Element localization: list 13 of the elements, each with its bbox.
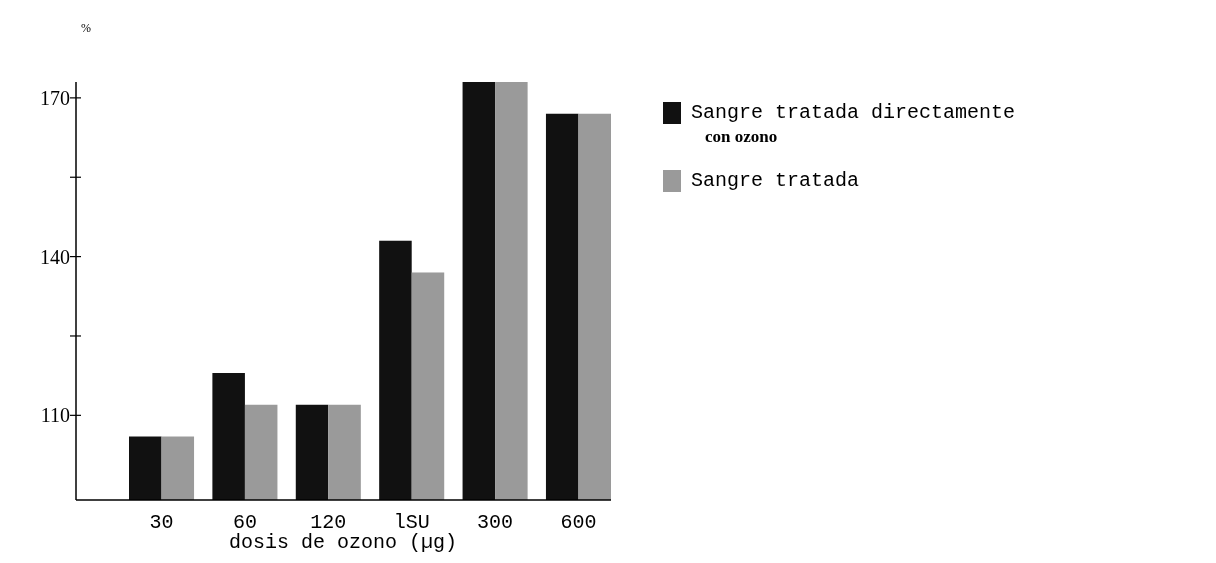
y-tick-label: 170 bbox=[40, 86, 70, 109]
y-tick-label: 140 bbox=[40, 245, 70, 268]
x-tick-label: 300 bbox=[477, 511, 514, 534]
x-tick-label: 120 bbox=[310, 511, 347, 534]
x-tick-label: lSU bbox=[393, 511, 430, 534]
x-tick-label: 60 bbox=[232, 511, 257, 534]
y-axis-title: % bbox=[81, 21, 91, 35]
y-tick-label: 110 bbox=[40, 404, 70, 427]
legend-label: Sangre tratada directamente con ozono bbox=[691, 101, 1016, 146]
x-tick-label: 30 bbox=[149, 511, 174, 534]
x-axis-title: dosis de ozono (µg) bbox=[228, 531, 458, 554]
x-tick-label: 600 bbox=[560, 511, 597, 534]
legend-label: Sangre tratada bbox=[691, 169, 860, 192]
